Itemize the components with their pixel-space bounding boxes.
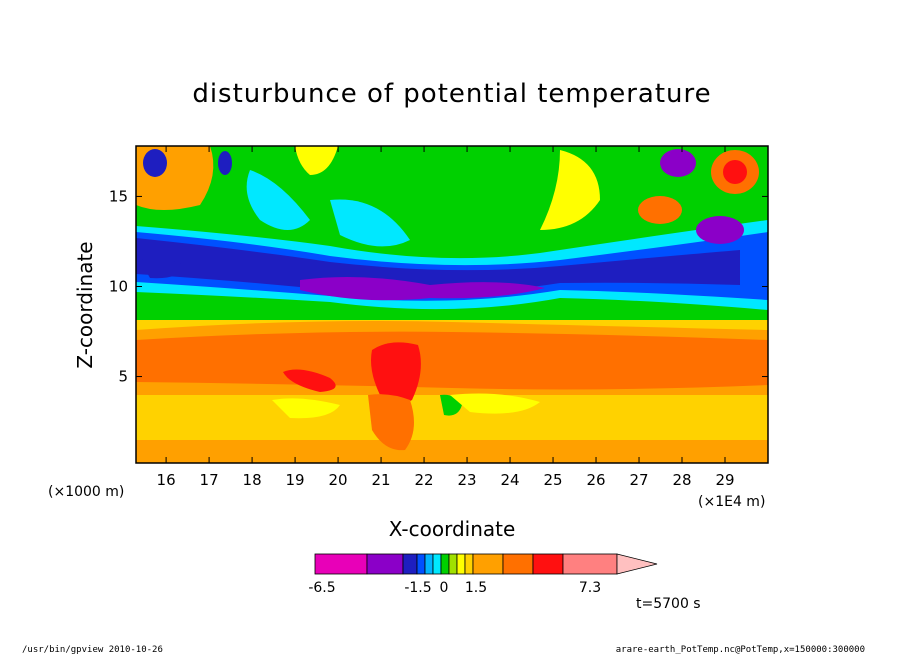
x-tick-label: 20 <box>329 471 348 489</box>
x-unit-left: (×1000 m) <box>48 484 124 500</box>
colorbar-segment <box>472 553 504 575</box>
colorbar-segment <box>366 553 404 575</box>
colorbar-label: 0 <box>440 580 449 596</box>
y-tick-label: 15 <box>109 187 128 205</box>
contour-field <box>136 146 768 463</box>
x-axis-label: X-coordinate <box>389 517 516 541</box>
x-tick-label: 27 <box>629 471 648 489</box>
colorbar-segment <box>416 553 426 575</box>
colorbar-label: 7.3 <box>579 580 601 596</box>
x-axis-ticks: 16 17 18 19 20 21 22 23 24 25 26 27 28 29 <box>157 146 735 489</box>
x-tick-label: 24 <box>500 471 519 489</box>
colorbar-segment <box>424 553 434 575</box>
x-tick-label: 18 <box>243 471 262 489</box>
colorbar-arrow <box>616 553 658 575</box>
footer-left: /usr/bin/gpview 2010-10-26 <box>22 645 163 654</box>
colorbar-label: 1.5 <box>465 580 487 596</box>
colorbar-labels: -6.5 -1.5 0 1.5 7.3 <box>308 580 601 596</box>
x-tick-label: 25 <box>543 471 562 489</box>
x-tick-label: 26 <box>586 471 605 489</box>
chart-title: disturbunce of potential temperature <box>192 79 711 109</box>
colorbar-segment <box>432 553 442 575</box>
colorbar-segment <box>456 553 466 575</box>
footer-right: arare-earth_PotTemp.nc@PotTemp,x=150000:… <box>616 645 865 654</box>
x-tick-label: 19 <box>286 471 305 489</box>
colorbar-segment <box>402 553 418 575</box>
plot-frame <box>135 145 769 464</box>
x-tick-label: 29 <box>715 471 734 489</box>
colorbar-segment <box>532 553 564 575</box>
x-tick-label: 16 <box>157 471 176 489</box>
x-tick-label: 21 <box>372 471 391 489</box>
colorbar-segment <box>464 553 474 575</box>
time-label: t=5700 s <box>636 596 701 612</box>
colorbar-segment <box>314 553 368 575</box>
colorbar-segment <box>440 553 450 575</box>
colorbar-label: -6.5 <box>308 580 335 596</box>
x-tick-label: 28 <box>672 471 691 489</box>
x-tick-label: 17 <box>200 471 219 489</box>
colorbar-segment <box>562 553 618 575</box>
colorbar-segment <box>448 553 458 575</box>
y-axis-label: Z-coordinate <box>73 241 97 368</box>
x-tick-label: 23 <box>458 471 477 489</box>
y-tick-label: 10 <box>109 277 128 295</box>
colorbar-label: -1.5 <box>404 580 431 596</box>
x-unit-right: (×1E4 m) <box>698 494 765 510</box>
y-tick-label: 5 <box>118 368 128 386</box>
y-axis-ticks: 15 10 5 <box>109 187 768 386</box>
colorbar-segment <box>502 553 534 575</box>
colorbar <box>314 553 658 575</box>
x-tick-label: 22 <box>415 471 434 489</box>
